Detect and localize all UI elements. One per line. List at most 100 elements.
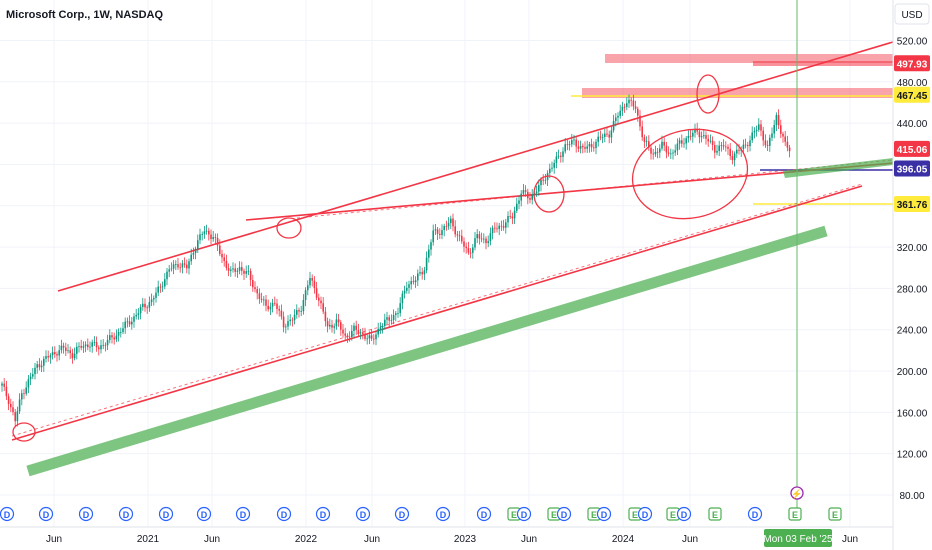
candle-body: [190, 254, 192, 262]
x-tick-label: Jun: [204, 534, 220, 545]
event-marker-label: E: [551, 510, 557, 520]
candle-body: [131, 321, 133, 325]
candle-body: [32, 374, 34, 377]
dividend-marker[interactable]: D: [394, 506, 410, 522]
candle-body: [544, 179, 547, 181]
candle-body: [87, 344, 89, 348]
dividend-marker[interactable]: D: [676, 506, 692, 522]
dividend-marker[interactable]: D: [516, 506, 532, 522]
candle-body: [109, 335, 111, 340]
candle-body: [692, 132, 694, 137]
candle-body: [238, 267, 241, 271]
candle-body: [617, 115, 619, 118]
candle-body: [496, 228, 498, 230]
candle-body: [49, 355, 52, 358]
candle-body: [133, 316, 135, 322]
candle-body: [681, 140, 683, 144]
candle-body: [637, 108, 639, 116]
candle-body: [80, 345, 82, 348]
dividend-marker[interactable]: D: [0, 506, 15, 522]
candle-body: [54, 352, 56, 355]
candle-body: [113, 337, 115, 340]
candle-body: [315, 288, 318, 298]
dividend-marker[interactable]: D: [158, 506, 174, 522]
candle-body: [588, 144, 591, 147]
candle-body: [76, 346, 78, 354]
candle-body: [300, 311, 302, 313]
dividend-marker[interactable]: D: [78, 506, 94, 522]
event-marker-label: E: [670, 510, 676, 520]
lightning-icon[interactable]: [790, 486, 804, 500]
candle-body: [410, 281, 412, 285]
dividend-marker[interactable]: D: [596, 506, 612, 522]
candle-body: [441, 230, 443, 236]
resistance-zone-upper[interactable]: [605, 54, 893, 63]
dividend-marker[interactable]: D: [276, 506, 292, 522]
dividend-marker[interactable]: D: [315, 506, 331, 522]
dividend-marker[interactable]: D: [38, 506, 54, 522]
candle-body: [707, 138, 709, 142]
price-label-badge: [894, 195, 930, 212]
event-markers[interactable]: D D D D D D D D D D D D ED ED ED ED D E D E D E E: [0, 506, 842, 522]
dividend-marker[interactable]: D: [637, 506, 653, 522]
y-tick-label: 320.00: [897, 243, 928, 254]
candle-body: [298, 310, 300, 312]
dividend-marker[interactable]: D: [235, 506, 251, 522]
candle-body: [643, 137, 646, 142]
candle-body: [269, 306, 272, 310]
dividend-marker[interactable]: D: [435, 506, 451, 522]
candle-body: [522, 190, 525, 194]
candle-body: [463, 241, 465, 247]
channel-upper-line[interactable]: [57, 41, 894, 292]
candle-body: [179, 267, 181, 269]
support-band-short[interactable]: [783, 158, 893, 178]
x-tick-label: 2023: [454, 534, 477, 545]
candle-body: [10, 403, 12, 408]
candle-body: [639, 115, 641, 127]
candle-body: [102, 344, 104, 346]
circle-annotation: [276, 217, 302, 239]
chart-title: Microsoft Corp., 1W, NASDAQ: [6, 9, 164, 21]
candle-body: [450, 218, 452, 224]
candle-body: [428, 249, 430, 258]
candle-body: [111, 335, 113, 338]
dividend-marker[interactable]: D: [556, 506, 572, 522]
channel-lower-line[interactable]: [11, 185, 863, 441]
earnings-marker[interactable]: E: [666, 507, 680, 521]
candle-body: [683, 143, 685, 145]
earnings-marker[interactable]: E: [828, 507, 842, 521]
candle-body: [476, 234, 478, 239]
support-band[interactable]: [26, 225, 828, 477]
dividend-marker[interactable]: D: [747, 506, 763, 522]
dividend-marker[interactable]: D: [118, 506, 134, 522]
candle-body: [342, 329, 344, 334]
earnings-marker[interactable]: E: [587, 507, 601, 521]
candle-body: [443, 226, 445, 231]
candle-body: [652, 153, 654, 155]
candle-body: [201, 234, 203, 235]
candle-body: [540, 179, 542, 186]
resistance-zone-lower[interactable]: [582, 88, 893, 98]
candle-body: [399, 303, 401, 314]
dividend-marker[interactable]: D: [355, 506, 371, 522]
earnings-marker[interactable]: E: [708, 507, 722, 521]
currency-button[interactable]: [894, 3, 930, 25]
candle-body: [353, 325, 355, 331]
candle-body: [346, 335, 349, 337]
candle-body: [489, 233, 492, 242]
candle-body: [689, 135, 692, 137]
candle-body: [67, 350, 69, 352]
candle-body: [557, 155, 560, 157]
candle-body: [758, 124, 760, 130]
candle-body: [718, 145, 720, 151]
candle-body: [564, 144, 566, 152]
candle-body: [126, 321, 129, 323]
candle-body: [291, 319, 294, 321]
price-label-badge: [894, 160, 930, 177]
dividend-marker[interactable]: D: [476, 506, 492, 522]
candle-body: [786, 141, 789, 148]
earnings-marker[interactable]: E: [788, 507, 802, 521]
event-marker-label: D: [561, 510, 568, 520]
dividend-marker[interactable]: D: [196, 506, 212, 522]
